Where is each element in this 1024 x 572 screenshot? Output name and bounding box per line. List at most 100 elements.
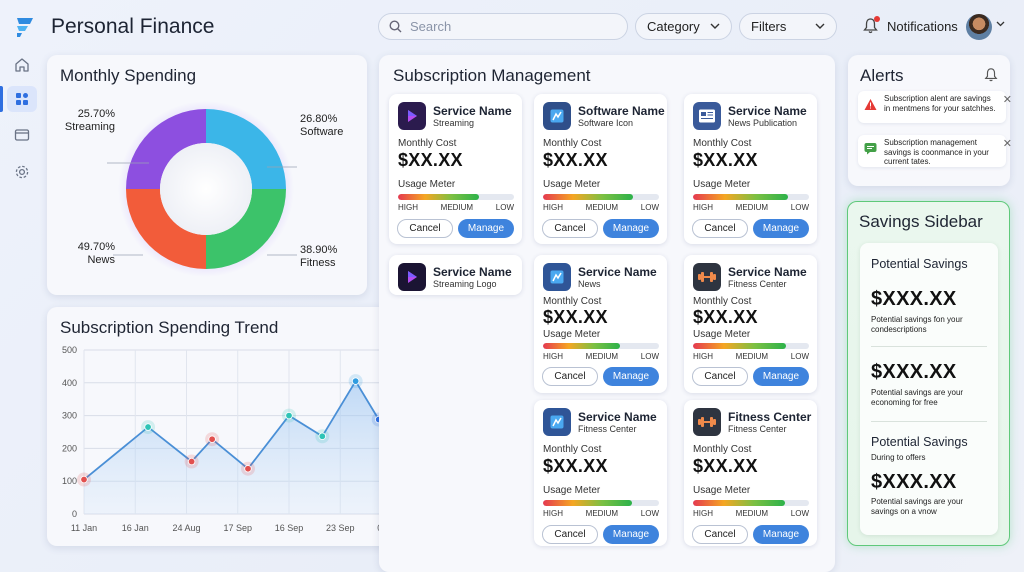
manage-button[interactable]: Manage [753, 367, 809, 386]
donut-chart [107, 101, 297, 277]
subscription-name: Service Name [728, 104, 807, 118]
wallet-icon[interactable] [13, 126, 31, 144]
manage-button[interactable]: Manage [458, 219, 514, 238]
app-logo-icon [17, 18, 33, 37]
dumbbell-icon [693, 408, 721, 436]
subscription-management-title: Subscription Management [393, 66, 591, 85]
savings-value: $XXX.XX [871, 361, 957, 383]
savings-title: Savings Sidebar [859, 212, 983, 231]
message-icon [864, 143, 877, 155]
sidebar-active-indicator [0, 86, 3, 112]
savings-description: Potential savings are your economing for… [871, 388, 964, 407]
subscription-category: News [578, 279, 601, 289]
alert-item[interactable]: Subscription management savings is coonm… [858, 135, 1012, 167]
usage-meter-label: Usage Meter [543, 485, 601, 496]
alerts-card: Alerts Subscription alent are savings in… [848, 55, 1012, 186]
newspaper-icon [693, 102, 721, 130]
x-tick-label: 16 Jan [122, 523, 149, 533]
notifications-label: Notifications [887, 18, 958, 34]
y-tick-label: 400 [62, 378, 77, 388]
savings-description: Potential savings are your savings on a … [871, 497, 964, 516]
usage-meter [693, 194, 809, 200]
notifications-button[interactable]: Notifications [863, 16, 958, 35]
manage-button[interactable]: Manage [753, 219, 809, 238]
data-point [351, 377, 360, 385]
close-icon[interactable]: ✕ [1002, 138, 1012, 150]
cancel-button[interactable]: Cancel [542, 219, 598, 238]
donut-slice-news [126, 189, 206, 269]
play-icon [398, 263, 426, 291]
bell-icon [863, 18, 878, 34]
data-point [285, 411, 293, 420]
chevron-down-icon[interactable] [996, 21, 1005, 27]
y-tick-label: 500 [62, 345, 77, 355]
subscription-category: Streaming [433, 118, 475, 128]
search-input[interactable] [410, 19, 610, 34]
avatar[interactable] [966, 14, 992, 40]
manage-button[interactable]: Manage [753, 525, 809, 544]
cancel-button[interactable]: Cancel [692, 367, 748, 386]
warning-icon [864, 99, 877, 110]
alerts-title: Alerts [860, 66, 904, 85]
divider [871, 346, 987, 347]
usage-meter [543, 194, 659, 200]
bell-icon[interactable] [984, 67, 998, 82]
manage-button[interactable]: Manage [603, 219, 659, 238]
x-tick-label: 17 Sep [223, 523, 252, 533]
subscription-category: Fitness Center [728, 424, 787, 434]
donut-slice-fitness [206, 189, 286, 269]
search-bar[interactable] [378, 13, 628, 40]
subscription-card: Software Name Software Icon Monthly Cost… [534, 94, 667, 244]
usage-meter [543, 500, 659, 506]
subscription-card: Service Name Fitness Center Monthly Cost… [684, 255, 817, 393]
subscription-card: Service Name Fitness Center Monthly Cost… [534, 400, 667, 546]
home-icon[interactable] [13, 56, 31, 74]
usage-meter [693, 343, 809, 349]
usage-meter [693, 500, 809, 506]
donut-label-news: 49.70% News [77, 241, 115, 266]
close-icon[interactable]: ✕ [1002, 94, 1012, 106]
manage-button[interactable]: Manage [603, 525, 659, 544]
sidebar-active-bg [7, 86, 37, 112]
savings-heading: Potential Savings [871, 435, 968, 449]
y-tick-label: 200 [62, 443, 77, 453]
usage-meter-label: Usage Meter [693, 179, 751, 190]
data-point [80, 475, 88, 484]
usage-meter-label: Usage Meter [543, 179, 601, 190]
monthly-cost-label: Monthly Cost [693, 296, 752, 307]
usage-meter-scale: HIGH MEDIUM LOW [398, 203, 514, 212]
monthly-cost-label: Monthly Cost [693, 444, 752, 455]
usage-meter-label: Usage Meter [693, 329, 751, 340]
subscription-card: Service Name News Publication Monthly Co… [684, 94, 817, 244]
alert-text: Subscription alent are savings in mentme… [884, 94, 996, 113]
software-icon [543, 408, 571, 436]
usage-meter-label: Usage Meter [693, 485, 751, 496]
cancel-button[interactable]: Cancel [692, 525, 748, 544]
donut-label-fitness: 38.90% Fitness [300, 244, 338, 269]
data-point [187, 457, 196, 466]
chevron-down-icon [815, 23, 825, 29]
donut-slice-software [206, 109, 286, 189]
divider [871, 421, 987, 422]
alert-item[interactable]: Subscription alent are savings in mentme… [858, 91, 1012, 123]
filters-dropdown[interactable]: Filters [739, 13, 837, 40]
donut-label-software: 26.80% Software [300, 113, 344, 138]
dashboard-icon[interactable] [13, 90, 31, 108]
y-tick-label: 300 [62, 411, 77, 421]
cancel-button[interactable]: Cancel [542, 367, 598, 386]
page-title: Personal Finance [51, 15, 215, 38]
subscription-name: Service Name [433, 265, 512, 279]
data-point [318, 432, 327, 440]
monthly-cost-label: Monthly Cost [693, 138, 752, 149]
cancel-button[interactable]: Cancel [542, 525, 598, 544]
cancel-button[interactable]: Cancel [397, 219, 453, 238]
monthly-cost-value: $XX.XX [543, 456, 608, 476]
category-dropdown[interactable]: Category [635, 13, 732, 40]
manage-button[interactable]: Manage [603, 367, 659, 386]
usage-meter [398, 194, 514, 200]
settings-gear-icon[interactable] [13, 163, 31, 181]
monthly-spending-card: Monthly Spending 25.70% Streaming 26.80% S… [47, 55, 367, 295]
cancel-button[interactable]: Cancel [692, 219, 748, 238]
savings-value: $XXX.XX [871, 471, 957, 493]
savings-subtext: During to offers [871, 453, 926, 462]
